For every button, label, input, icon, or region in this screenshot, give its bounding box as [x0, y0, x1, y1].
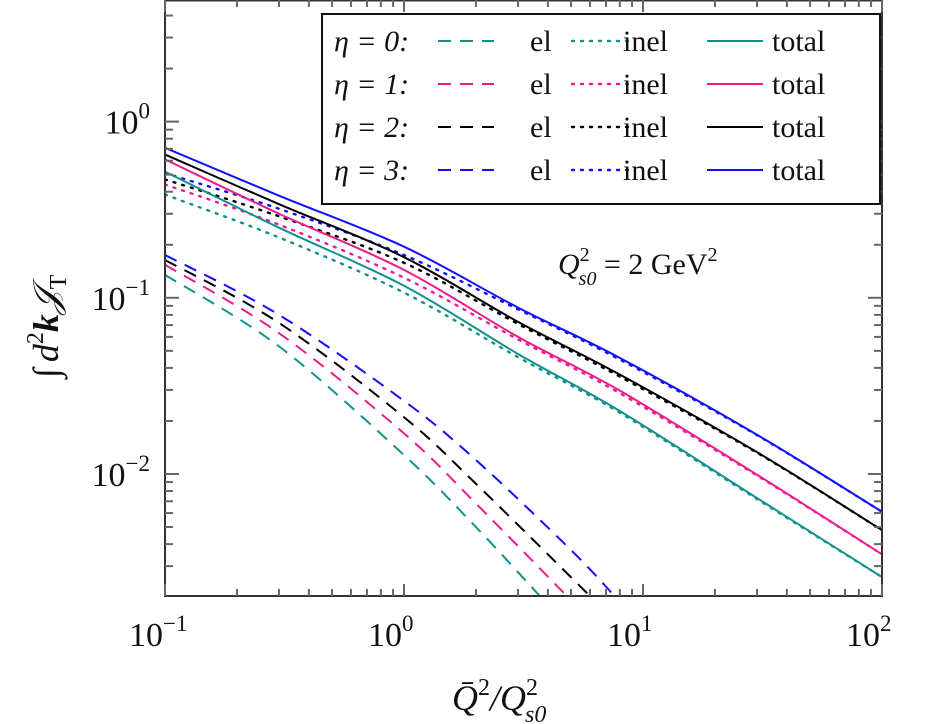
legend-label-inel: inel — [623, 68, 668, 101]
legend-label-el: el — [530, 68, 552, 101]
legend-eta-label: η = 0: — [334, 25, 409, 58]
curve-eta0-inel — [165, 193, 882, 579]
legend-label-inel: inel — [623, 25, 668, 58]
x-tick-label: 102 — [846, 611, 892, 654]
legend-label-total: total — [772, 68, 825, 101]
x-tick-label: 101 — [607, 611, 653, 654]
y-tick-label: 10−2 — [92, 451, 150, 494]
y-tick-label: 100 — [105, 99, 151, 142]
curve-eta1-inel — [165, 183, 882, 556]
legend-eta-label: η = 1: — [334, 68, 409, 101]
legend-eta-label: η = 3: — [334, 154, 409, 187]
curve-eta3-total — [165, 146, 882, 513]
legend-box — [321, 13, 881, 205]
legend-label-total: total — [772, 111, 825, 144]
x-axis-label: Q̄2/Q2 s0 — [452, 675, 546, 724]
annotation-qs0: Q2 s0 = 2 GeV2 — [558, 244, 718, 290]
legend-label-el: el — [530, 25, 552, 58]
x-tick-label: 10−1 — [129, 611, 187, 654]
curve-eta0-el — [165, 273, 542, 596]
curve-eta1-el — [165, 263, 569, 596]
y-axis-label: ∫d2k𝒥T — [23, 274, 72, 380]
legend-eta-label: η = 2: — [334, 111, 409, 144]
legend-label-el: el — [530, 154, 552, 187]
legend-row-eta1: η = 1: el inel total — [334, 68, 825, 101]
legend-label-inel: inel — [623, 111, 668, 144]
tick-labels: 10−1 100 101 102 100 10−1 10−2 — [92, 99, 892, 654]
curve-eta0-total — [165, 170, 882, 578]
legend-label-total: total — [772, 154, 825, 187]
legend-label-inel: inel — [623, 154, 668, 187]
curve-eta3-el — [165, 254, 616, 596]
legend-row-eta2: η = 2: el inel total — [334, 111, 825, 144]
curve-eta2-total — [165, 153, 882, 531]
curve-eta2-inel — [165, 178, 882, 532]
legend-label-total: total — [772, 25, 825, 58]
curves — [165, 146, 882, 596]
y-tick-label: 10−1 — [92, 275, 150, 318]
legend-row-eta0: η = 0: el inel total — [334, 25, 825, 58]
curve-eta1-total — [165, 158, 882, 556]
x-tick-label: 100 — [368, 611, 414, 654]
legend-row-eta3: η = 3: el inel total — [334, 154, 825, 187]
legend-label-el: el — [530, 111, 552, 144]
curve-eta2-el — [165, 259, 592, 596]
